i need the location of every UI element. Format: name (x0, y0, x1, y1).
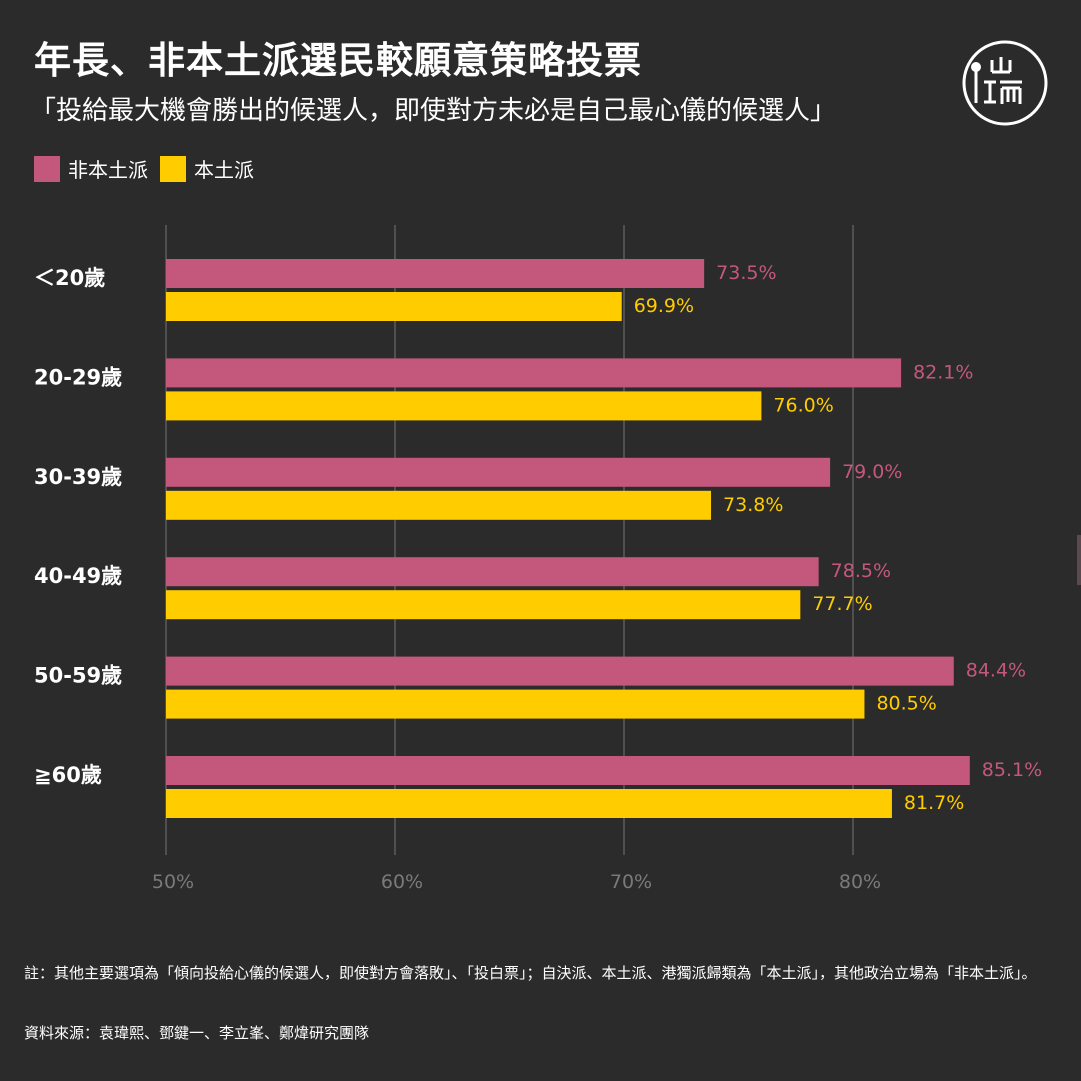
data-label: 77.7% (812, 593, 872, 615)
category-label: ≧60歲 (34, 763, 102, 787)
bar-localist (166, 391, 762, 421)
chart-title: 年長、非本土派選民較願意策略投票 (34, 39, 642, 82)
legend-swatch-non-localist (34, 155, 60, 182)
x-tick-label: 50% (152, 871, 194, 893)
bar-non-localist (166, 457, 831, 487)
bar-chart: 50% 60% 70% 80% ＜20歲 73.5% 69.9% 20-29歲 82.1% 76.… (34, 225, 1042, 893)
category-label: 50-59歲 (34, 664, 122, 688)
data-label: 82.1% (913, 361, 973, 383)
legend-item-localist: 本土派 (160, 154, 254, 183)
initium-logo-icon (962, 40, 1048, 126)
bar-non-localist (166, 656, 954, 686)
bar-localist (166, 789, 892, 818)
chart-note: 註：其他主要選項為「傾向投給心儀的候選人，即使對方會落敗」、「投白票」；自決派、… (24, 964, 1037, 982)
bar-non-localist (166, 358, 902, 388)
data-label: 81.7% (904, 792, 964, 814)
edge-mark (1077, 535, 1081, 585)
legend-label-non-localist: 非本土派 (68, 158, 148, 182)
data-label: 73.8% (723, 494, 783, 516)
data-label: 78.5% (831, 560, 891, 582)
data-label: 85.1% (982, 759, 1042, 781)
category-label: 40-49歲 (34, 564, 122, 588)
x-tick-label: 80% (839, 871, 881, 893)
bar-localist (166, 292, 622, 321)
x-tick-label: 60% (381, 871, 423, 893)
legend-label-localist: 本土派 (194, 158, 254, 182)
category-label: 30-39歲 (34, 465, 122, 489)
bar-localist (166, 590, 801, 620)
bar-non-localist (166, 259, 705, 288)
legend-swatch-localist (160, 155, 186, 182)
data-label: 84.4% (966, 660, 1026, 682)
chart-subtitle: 「投給最大機會勝出的候選人，即使對方未必是自己最心儀的候選人」 (30, 96, 837, 126)
category-label: ＜20歲 (34, 266, 105, 290)
data-label: 76.0% (773, 394, 833, 416)
data-label: 79.0% (842, 461, 902, 483)
bar-non-localist (166, 756, 970, 785)
chart-legend: 非本土派 本土派 (34, 154, 254, 183)
x-tick-label: 70% (610, 871, 652, 893)
bar-non-localist (166, 557, 819, 587)
data-label: 80.5% (876, 693, 936, 715)
legend-item-non-localist: 非本土派 (34, 154, 148, 183)
category-label: 20-29歲 (34, 365, 122, 389)
data-label: 69.9% (634, 295, 694, 317)
chart-source: 資料來源：袁瑋熙、鄧鍵一、李立峯、鄭煒研究團隊 (24, 1024, 370, 1042)
bar-localist (166, 490, 712, 520)
data-label: 73.5% (716, 262, 776, 284)
bar-localist (166, 689, 865, 719)
